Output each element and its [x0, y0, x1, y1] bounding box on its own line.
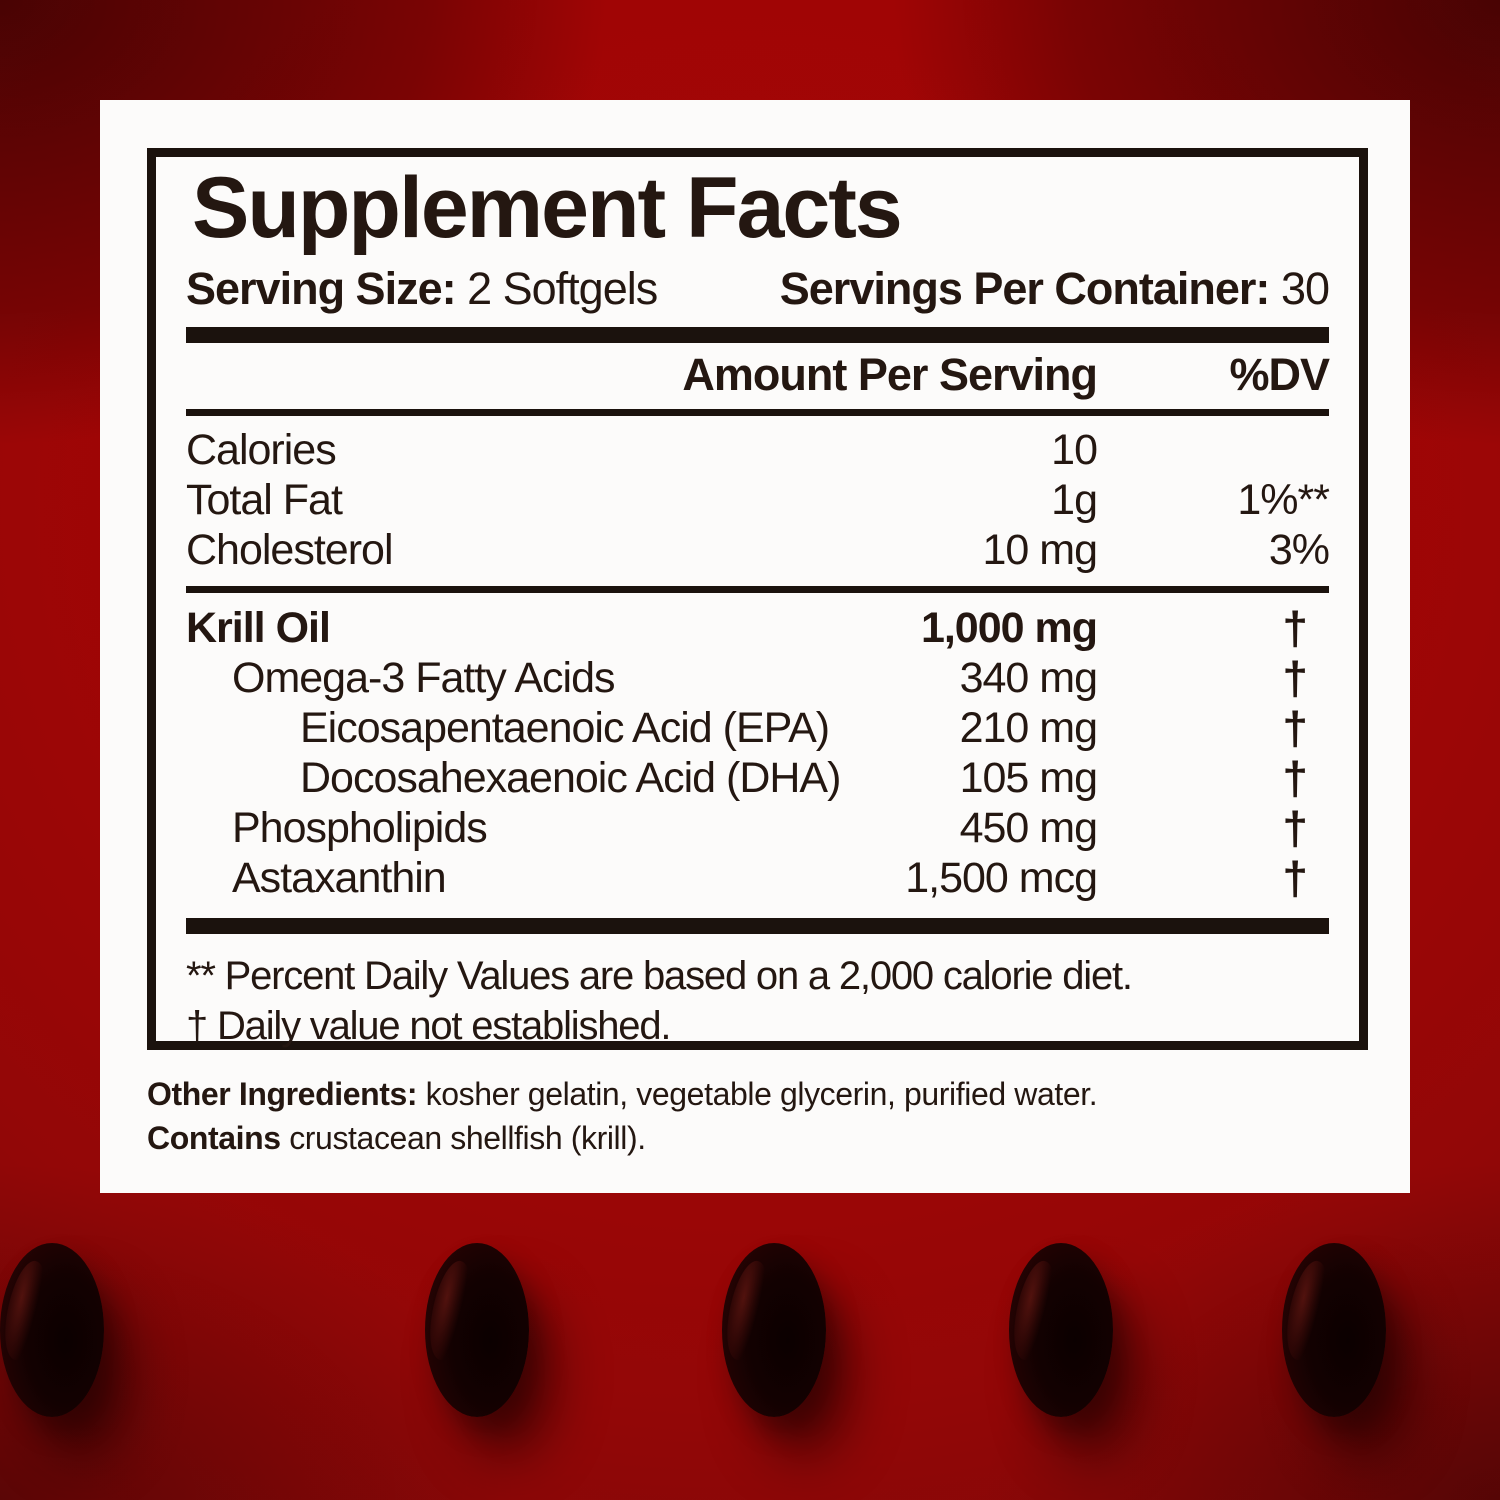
contains-value: crustacean shellfish (krill). — [289, 1120, 646, 1156]
nutrient-name: Docosahexaenoic Acid (DHA) — [300, 753, 841, 802]
nutrient-name: Total Fat — [186, 475, 343, 524]
nutrient-amount: 450 mg — [959, 803, 1098, 852]
nutrient-dv: † — [1282, 601, 1308, 654]
nutrient-row: Total Fat 1g 1%** — [186, 475, 1330, 525]
nutrient-dv: 3% — [1268, 525, 1330, 574]
servings-per-container-value: 30 — [1280, 262, 1330, 314]
servings-per-container-label: Servings Per Container: — [779, 262, 1271, 314]
column-header-row: Amount Per Serving %DV — [186, 343, 1330, 409]
nutrient-amount: 10 mg — [982, 525, 1098, 574]
other-ingredients-line: Other Ingredients: kosher gelatin, veget… — [147, 1072, 1098, 1116]
nutrient-row: Krill Oil 1,000 mg † — [186, 603, 1329, 653]
thin-rule-header — [186, 408, 1329, 416]
softgel-capsule — [425, 1243, 529, 1417]
nutrient-row: Eicosapentaenoic Acid (EPA) 210 mg † — [186, 703, 1329, 753]
nutrient-name: Calories — [186, 425, 337, 474]
contains-label: Contains — [147, 1120, 281, 1156]
supplement-facts-box: Supplement Facts Serving Size: 2 Softgel… — [147, 148, 1368, 1050]
facts-title: Supplement Facts — [192, 160, 903, 256]
nutrient-dv: 1%** — [1237, 475, 1330, 524]
nutrient-amount: 1g — [1051, 475, 1098, 524]
thick-rule-top — [186, 326, 1329, 343]
nutrient-row: Docosahexaenoic Acid (DHA) 105 mg † — [186, 753, 1329, 803]
nutrient-row: Phospholipids 450 mg † — [186, 803, 1329, 853]
nutrient-dv: † — [1282, 801, 1308, 854]
softgel-capsule — [1009, 1243, 1113, 1417]
supplement-label-panel: Supplement Facts Serving Size: 2 Softgel… — [100, 100, 1410, 1193]
nutrient-dv: † — [1282, 651, 1308, 704]
serving-size: Serving Size: 2 Softgels — [186, 262, 658, 314]
serving-size-label: Serving Size: — [186, 262, 457, 314]
thick-rule-bottom — [186, 917, 1329, 934]
nutrient-dv: † — [1282, 851, 1308, 904]
nutrient-name: Krill Oil — [186, 603, 331, 652]
nutrient-rows: Calories 10 Total Fat 1g 1%** Cholestero… — [186, 425, 1330, 903]
footnote-daily-values: ** Percent Daily Values are based on a 2… — [186, 953, 1133, 998]
nutrient-row: Calories 10 — [186, 425, 1329, 475]
nutrient-dv: † — [1282, 751, 1308, 804]
nutrient-row: Cholesterol 10 mg 3% — [186, 525, 1330, 575]
percent-dv-header: %DV — [1229, 348, 1330, 400]
serving-size-value: 2 Softgels — [467, 262, 658, 314]
nutrient-name: Astaxanthin — [232, 853, 447, 902]
nutrient-row: Astaxanthin 1,500 mcg † — [186, 853, 1329, 903]
nutrient-amount: 210 mg — [959, 703, 1098, 752]
servings-per-container: Servings Per Container: 30 — [779, 262, 1330, 314]
nutrient-row: Omega-3 Fatty Acids 340 mg † — [186, 653, 1329, 703]
nutrient-amount: 10 — [1051, 425, 1098, 474]
other-ingredients-block: Other Ingredients: kosher gelatin, veget… — [147, 1072, 1098, 1160]
softgel-capsule — [0, 1243, 104, 1417]
nutrient-name: Cholesterol — [186, 525, 393, 574]
softgel-capsule — [1282, 1243, 1386, 1417]
nutrient-amount: 105 mg — [959, 753, 1098, 802]
nutrient-amount: 340 mg — [959, 653, 1098, 702]
footnotes: ** Percent Daily Values are based on a 2… — [186, 951, 1329, 1051]
serving-row: Serving Size: 2 Softgels Servings Per Co… — [186, 262, 1330, 314]
contains-statement: Contains crustacean shellfish (krill). — [147, 1116, 1097, 1160]
nutrient-amount: 1,000 mg — [920, 603, 1098, 652]
nutrient-amount: 1,500 mcg — [905, 853, 1098, 902]
nutrient-name: Omega-3 Fatty Acids — [232, 653, 615, 702]
footnote-dagger: † Daily value not established. — [186, 1003, 672, 1048]
other-ingredients-label: Other Ingredients: — [147, 1076, 418, 1112]
nutrient-name: Eicosapentaenoic Acid (EPA) — [300, 703, 830, 752]
nutrient-name: Phospholipids — [232, 803, 488, 852]
section-divider — [186, 585, 1329, 593]
amount-per-serving-header: Amount Per Serving — [682, 348, 1098, 400]
nutrient-dv: † — [1282, 701, 1308, 754]
other-ingredients-value: kosher gelatin, vegetable glycerin, puri… — [425, 1076, 1098, 1112]
softgel-capsule — [722, 1243, 826, 1417]
